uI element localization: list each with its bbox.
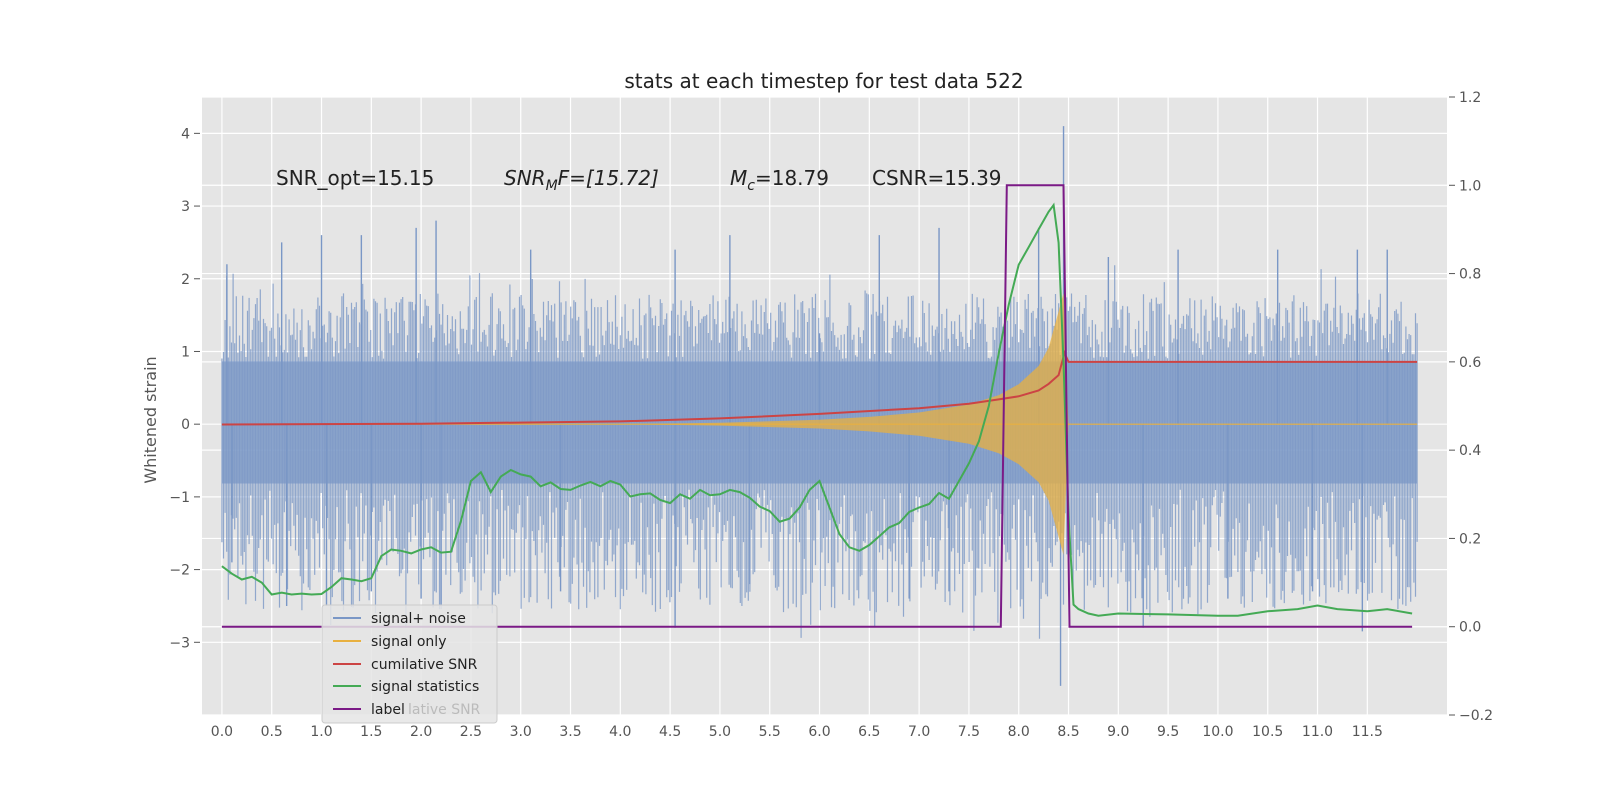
annotation-snr-mf: SNRMF=[15.72] [504,166,659,194]
legend-hidden-text: lative SNR [408,702,481,718]
x-tick-label: 3.5 [559,724,581,740]
y-tick-label: 0 [181,417,190,433]
label-line [221,184,1413,628]
x-tick-label: 0.0 [211,724,233,740]
x-tick-label: 9.0 [1107,724,1129,740]
x-tick-label: 2.5 [460,724,482,740]
x-tick-label: 8.0 [1008,724,1030,740]
y2-tick-label: −0.2 [1459,708,1493,724]
legend: lative SNR signal+ noise signal only cum… [321,604,498,724]
right-axis-series [221,184,1418,628]
x-tick-label: 7.0 [908,724,930,740]
x-tick-label: 1.0 [310,724,332,740]
x-tick-label: 11.5 [1352,724,1383,740]
legend-item-cumulative-snr: cumilative SNR [371,657,478,673]
x-tick-label: 4.0 [609,724,631,740]
x-tick-label: 7.5 [958,724,980,740]
legend-item-signal-only: signal only [371,634,446,650]
x-tick-label: 8.5 [1057,724,1079,740]
chart-title: stats at each timestep for test data 522 [624,69,1023,93]
annotation-snr-opt: SNR_opt=15.15 [276,166,434,190]
y-tick-label: −1 [169,490,190,506]
y2-tick-label: 0.4 [1459,443,1481,459]
y2-tick-label: 0.2 [1459,531,1481,547]
x-tick-label: 10.0 [1202,724,1233,740]
x-tick-label: 11.0 [1302,724,1333,740]
y-tick-label: −3 [169,635,190,651]
x-tick-label: 9.5 [1157,724,1179,740]
y-axis-label: Whitened strain [141,356,160,483]
x-tick-label: 6.0 [808,724,830,740]
y-tick-label: 1 [181,344,190,360]
x-tick-label: 3.0 [510,724,532,740]
annotation-csnr: CSNR=15.39 [872,166,1002,190]
y2-tick-label: 0.8 [1459,267,1481,283]
tick-labels: 0.0 0.5 1.0 1.5 2.0 2.5 3.0 3.5 4.0 4.5 5.0 5.5 6.0 6… [169,90,1493,740]
y-tick-label: −2 [169,563,190,579]
x-tick-label: 4.5 [659,724,681,740]
x-tick-label: 5.0 [709,724,731,740]
x-tick-label: 6.5 [858,724,880,740]
y-tick-label: 3 [181,199,190,215]
legend-item-label: label [371,702,405,718]
x-tick-label: 2.0 [410,724,432,740]
legend-box [321,604,498,724]
x-tick-label: 5.5 [759,724,781,740]
y2-tick-label: 1.0 [1459,178,1481,194]
y2-tick-label: 0.6 [1459,355,1481,371]
x-tick-label: 0.5 [261,724,283,740]
y-tick-label: 2 [181,272,190,288]
legend-item-signal-noise: signal+ noise [371,611,466,627]
legend-item-signal-statistics: signal statistics [371,679,479,695]
signal-statistics-line [221,202,1413,617]
annotation-chirp-mass: Mc=18.79 [730,166,829,194]
x-tick-label: 1.5 [360,724,382,740]
y2-tick-label: 0.0 [1459,620,1481,636]
y-tick-label: 4 [181,126,190,142]
x-tick-label: 10.5 [1252,724,1283,740]
y2-tick-label: 1.2 [1459,90,1481,106]
